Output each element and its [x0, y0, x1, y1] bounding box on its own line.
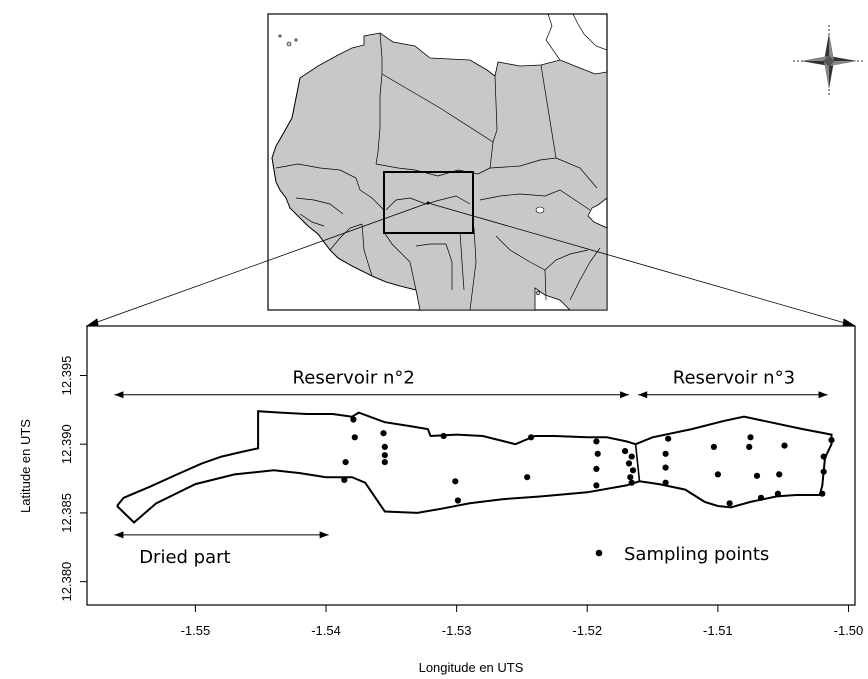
inset-coastline: [271, 77, 417, 291]
sampling-point: [593, 438, 600, 445]
sampling-point: [528, 434, 535, 441]
x-tick-label: -1.50: [834, 623, 864, 638]
sampling-point: [819, 490, 826, 497]
sampling-point: [828, 437, 835, 444]
sampling-point: [627, 474, 634, 481]
annotation-arrowhead: [620, 391, 630, 399]
sampling-point: [593, 482, 600, 489]
annotation-label: Dried part: [139, 547, 230, 568]
inset-island: [278, 34, 282, 38]
y-axis: 12.380 12.385 12.390 12.395: [59, 356, 87, 602]
sampling-point: [820, 468, 827, 475]
sampling-point: [381, 443, 388, 450]
sampling-point: [726, 500, 733, 507]
inset-island: [535, 290, 541, 296]
x-tick-label: -1.52: [572, 623, 602, 638]
x-tick-label: -1.55: [181, 623, 211, 638]
x-tick-label: -1.51: [703, 623, 733, 638]
sampling-point: [454, 497, 461, 504]
sampling-point: [381, 459, 388, 466]
y-tick-label: 12.385: [59, 493, 74, 533]
sampling-point: [629, 467, 637, 474]
y-tick-label: 12.395: [59, 356, 74, 396]
inset-lake: [535, 206, 545, 214]
sampling-point: [746, 443, 753, 450]
sampling-point: [781, 442, 788, 449]
sampling-point: [747, 434, 754, 441]
x-tick-label: -1.53: [442, 623, 472, 638]
sampling-point: [753, 472, 761, 479]
reservoir-divider: [634, 444, 641, 482]
x-axis: -1.55 -1.54 -1.53 -1.52 -1.51 -1.50: [181, 605, 864, 638]
x-axis-title: Longitude en UTS: [419, 660, 524, 675]
legend-marker: [595, 549, 603, 557]
sampling-point: [594, 450, 601, 457]
sampling-point: [341, 476, 348, 483]
y-tick-label: 12.380: [59, 562, 74, 602]
sampling-point: [820, 453, 827, 460]
sampling-point: [524, 474, 531, 481]
x-tick-label: -1.54: [311, 623, 341, 638]
compass-rose-icon: [793, 25, 865, 97]
inset-river: [572, 14, 607, 51]
sampling-point: [774, 490, 782, 497]
legend-label: Sampling points: [624, 544, 769, 565]
y-axis-title: Latitude en UTS: [18, 419, 33, 513]
sampling-point: [351, 434, 358, 441]
sampling-points: [341, 416, 835, 507]
main-plot: -1.55 -1.54 -1.53 -1.52 -1.51 -1.50 12.38012.…: [18, 325, 864, 675]
plot-frame: [86, 325, 856, 606]
sampling-point: [628, 479, 635, 486]
sampling-point: [625, 460, 633, 467]
inset-map: [267, 13, 608, 311]
sampling-point: [622, 448, 629, 455]
sampling-point: [452, 478, 459, 485]
sampling-point: [380, 430, 387, 437]
annotation-arrowhead: [638, 391, 648, 399]
sampling-point: [593, 465, 600, 472]
inset-island: [286, 41, 292, 47]
sampling-point: [665, 435, 672, 442]
inset-study-area-box: [383, 171, 474, 234]
sampling-point: [440, 432, 447, 440]
sampling-point: [381, 452, 388, 459]
sampling-point: [776, 471, 783, 478]
annotation-label: Reservoir n°2: [293, 368, 415, 389]
sampling-point: [662, 450, 669, 457]
sampling-point: [342, 459, 349, 466]
sampling-point: [350, 416, 357, 423]
reservoir-outline: [116, 410, 833, 524]
annotation-label: Reservoir n°3: [673, 368, 795, 389]
inset-river: [545, 14, 561, 61]
sampling-point: [757, 494, 765, 501]
legend: Sampling points: [595, 544, 769, 565]
zoom-lines: [85, 202, 856, 327]
sampling-point: [710, 443, 718, 450]
inset-island: [294, 38, 298, 42]
annotation-arrowhead: [114, 531, 124, 539]
sampling-point: [662, 479, 669, 486]
y-tick-label: 12.390: [59, 424, 74, 464]
annotations: Reservoir n°2 Reservoir n°3 Dried part: [114, 368, 828, 568]
annotation-arrowhead: [818, 391, 828, 399]
sampling-point: [714, 471, 722, 478]
sampling-point: [628, 453, 635, 460]
sampling-point: [662, 464, 669, 471]
annotation-arrowhead: [114, 391, 124, 399]
annotation-arrowhead: [319, 531, 329, 539]
